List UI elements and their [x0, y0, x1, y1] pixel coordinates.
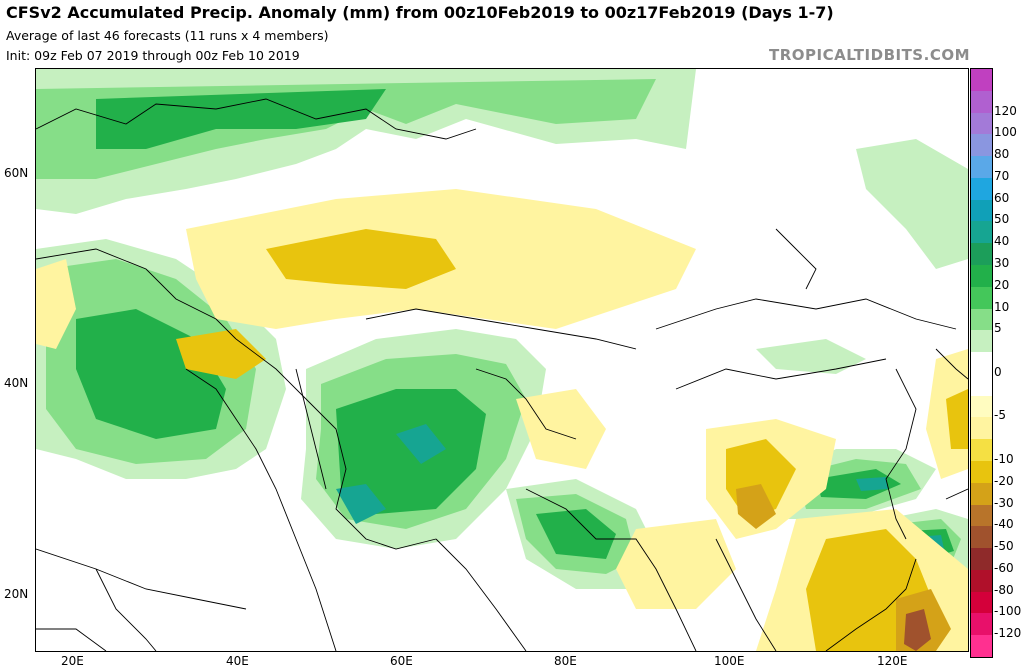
colorbar-swatch	[971, 569, 992, 593]
colorbar-swatch	[971, 417, 992, 440]
lon-label-80e: 80E	[554, 654, 577, 668]
map-svg	[36, 69, 968, 651]
colorbar-label: 80	[994, 147, 1010, 162]
lat-label-60n: 60N	[4, 166, 29, 180]
colorbar-label: 60	[994, 190, 1010, 205]
colorbar-swatch	[971, 177, 992, 201]
colorbar-swatch	[971, 308, 992, 331]
colorbar-swatch	[971, 482, 992, 506]
colorbar-swatch	[971, 526, 992, 549]
lat-label-20n: 20N	[4, 587, 29, 601]
colorbar	[970, 68, 993, 658]
colorbar-swatch	[971, 112, 992, 135]
colorbar-label: -120	[994, 626, 1022, 641]
colorbar-label: -5	[994, 408, 1006, 423]
colorbar-label: 0	[994, 364, 1002, 379]
colorbar-swatch	[971, 221, 992, 244]
colorbar-label: -50	[994, 539, 1014, 554]
colorbar-swatch	[971, 90, 992, 114]
map-title: CFSv2 Accumulated Precip. Anomaly (mm) f…	[6, 3, 834, 22]
colorbar-swatch	[971, 439, 992, 462]
map-subtitle: Average of last 46 forecasts (11 runs x …	[6, 28, 329, 43]
colorbar-swatch	[971, 504, 992, 527]
lon-label-120e: 120E	[877, 654, 908, 668]
colorbar-label: 40	[994, 234, 1010, 249]
colorbar-label: 100	[994, 125, 1017, 140]
init-time: Init: 09z Feb 07 2019 through 00z Feb 10…	[6, 48, 300, 63]
colorbar-swatch	[971, 591, 992, 614]
colorbar-label: -100	[994, 604, 1022, 619]
colorbar-swatch	[971, 243, 992, 266]
colorbar-swatch	[971, 156, 992, 179]
colorbar-label: -40	[994, 517, 1014, 532]
lon-label-40e: 40E	[226, 654, 249, 668]
colorbar-swatch	[971, 352, 992, 375]
colorbar-label: -10	[994, 452, 1014, 466]
colorbar-label: 10	[994, 299, 1010, 314]
colorbar-swatch	[971, 199, 992, 222]
dry-anomaly-medium	[176, 229, 968, 651]
colorbar-swatch	[971, 461, 992, 484]
colorbar-swatch	[971, 373, 992, 397]
colorbar-label: 120	[994, 103, 1017, 118]
colorbar-label: 50	[994, 212, 1010, 227]
colorbar-swatch	[971, 69, 992, 92]
colorbar-swatch	[971, 286, 992, 310]
colorbar-swatch	[971, 330, 992, 353]
colorbar-swatch	[971, 548, 992, 571]
dry-anomaly-core	[904, 609, 931, 651]
map-boundaries	[36, 98, 968, 651]
lat-label-40n: 40N	[4, 376, 29, 390]
colorbar-swatch	[971, 395, 992, 418]
colorbar-label: 30	[994, 256, 1010, 270]
colorbar-swatch	[971, 635, 992, 658]
colorbar-label: 5	[994, 321, 1002, 336]
colorbar-label: -80	[994, 582, 1014, 597]
colorbar-label: 20	[994, 277, 1010, 292]
colorbar-label: -30	[994, 495, 1014, 510]
colorbar-label: -60	[994, 560, 1014, 575]
brand-watermark: TROPICALTIDBITS.COM	[769, 46, 970, 64]
colorbar-swatch	[971, 134, 992, 157]
lon-label-60e: 60E	[390, 654, 413, 668]
colorbar-swatch	[971, 613, 992, 636]
colorbar-label: 70	[994, 168, 1010, 183]
lon-label-100e: 100E	[714, 654, 745, 668]
wet-anomaly-strong	[76, 89, 954, 561]
colorbar-swatch	[971, 265, 992, 288]
precip-anomaly-map	[35, 68, 969, 652]
lon-label-20e: 20E	[61, 654, 84, 668]
colorbar-label: -20	[994, 473, 1014, 488]
wet-anomaly-medium	[36, 79, 961, 574]
